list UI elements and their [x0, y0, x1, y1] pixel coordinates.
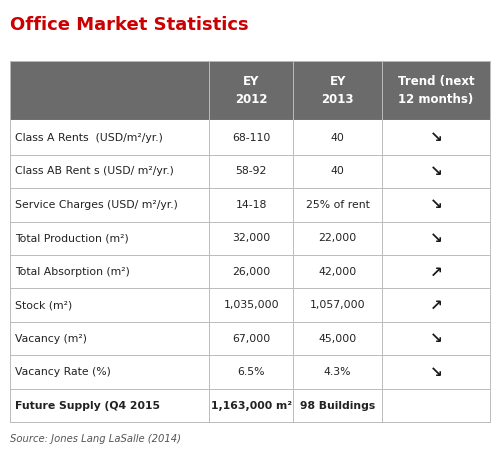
Text: 40: 40 [330, 133, 344, 143]
Text: 22,000: 22,000 [318, 233, 356, 243]
Text: 4.3%: 4.3% [324, 367, 351, 377]
Text: 32,000: 32,000 [232, 233, 270, 243]
Text: 45,000: 45,000 [318, 334, 356, 343]
Text: 1,057,000: 1,057,000 [310, 300, 366, 310]
Text: 25% of rent: 25% of rent [306, 200, 370, 210]
Text: 1,163,000 m²: 1,163,000 m² [210, 401, 292, 410]
Text: Class AB Rent s (USD/ m²/yr.): Class AB Rent s (USD/ m²/yr.) [15, 167, 174, 176]
Text: 67,000: 67,000 [232, 334, 270, 343]
Text: Trend (next
12 months): Trend (next 12 months) [398, 75, 474, 106]
Text: Total Absorption (m²): Total Absorption (m²) [15, 267, 130, 277]
Text: EY
2013: EY 2013 [322, 75, 354, 106]
Text: Total Production (m²): Total Production (m²) [15, 233, 129, 243]
Text: 58-92: 58-92 [236, 167, 267, 176]
Text: ↘: ↘ [430, 131, 442, 145]
Text: 40: 40 [330, 167, 344, 176]
Text: 68-110: 68-110 [232, 133, 270, 143]
Text: ↘: ↘ [430, 365, 442, 379]
Text: Future Supply (Q4 2015: Future Supply (Q4 2015 [15, 401, 160, 410]
Text: 26,000: 26,000 [232, 267, 270, 277]
Text: ↗: ↗ [430, 298, 442, 313]
Text: ↘: ↘ [430, 231, 442, 246]
Text: ↗: ↗ [430, 264, 442, 279]
Text: Class A Rents  (USD/m²/yr.): Class A Rents (USD/m²/yr.) [15, 133, 163, 143]
Text: ↘: ↘ [430, 331, 442, 346]
Text: 98 Buildings: 98 Buildings [300, 401, 375, 410]
Text: 42,000: 42,000 [318, 267, 356, 277]
Text: Vacancy (m²): Vacancy (m²) [15, 334, 87, 343]
Text: ↘: ↘ [430, 164, 442, 179]
Text: Vacancy Rate (%): Vacancy Rate (%) [15, 367, 111, 377]
Text: 6.5%: 6.5% [238, 367, 265, 377]
Text: Service Charges (USD/ m²/yr.): Service Charges (USD/ m²/yr.) [15, 200, 178, 210]
Text: Stock (m²): Stock (m²) [15, 300, 72, 310]
Text: ↘: ↘ [430, 198, 442, 212]
Text: Source: Jones Lang LaSalle (2014): Source: Jones Lang LaSalle (2014) [10, 434, 181, 444]
Text: 1,035,000: 1,035,000 [224, 300, 279, 310]
Text: Office Market Statistics: Office Market Statistics [10, 16, 248, 34]
Text: 14-18: 14-18 [236, 200, 267, 210]
Text: EY
2012: EY 2012 [235, 75, 268, 106]
